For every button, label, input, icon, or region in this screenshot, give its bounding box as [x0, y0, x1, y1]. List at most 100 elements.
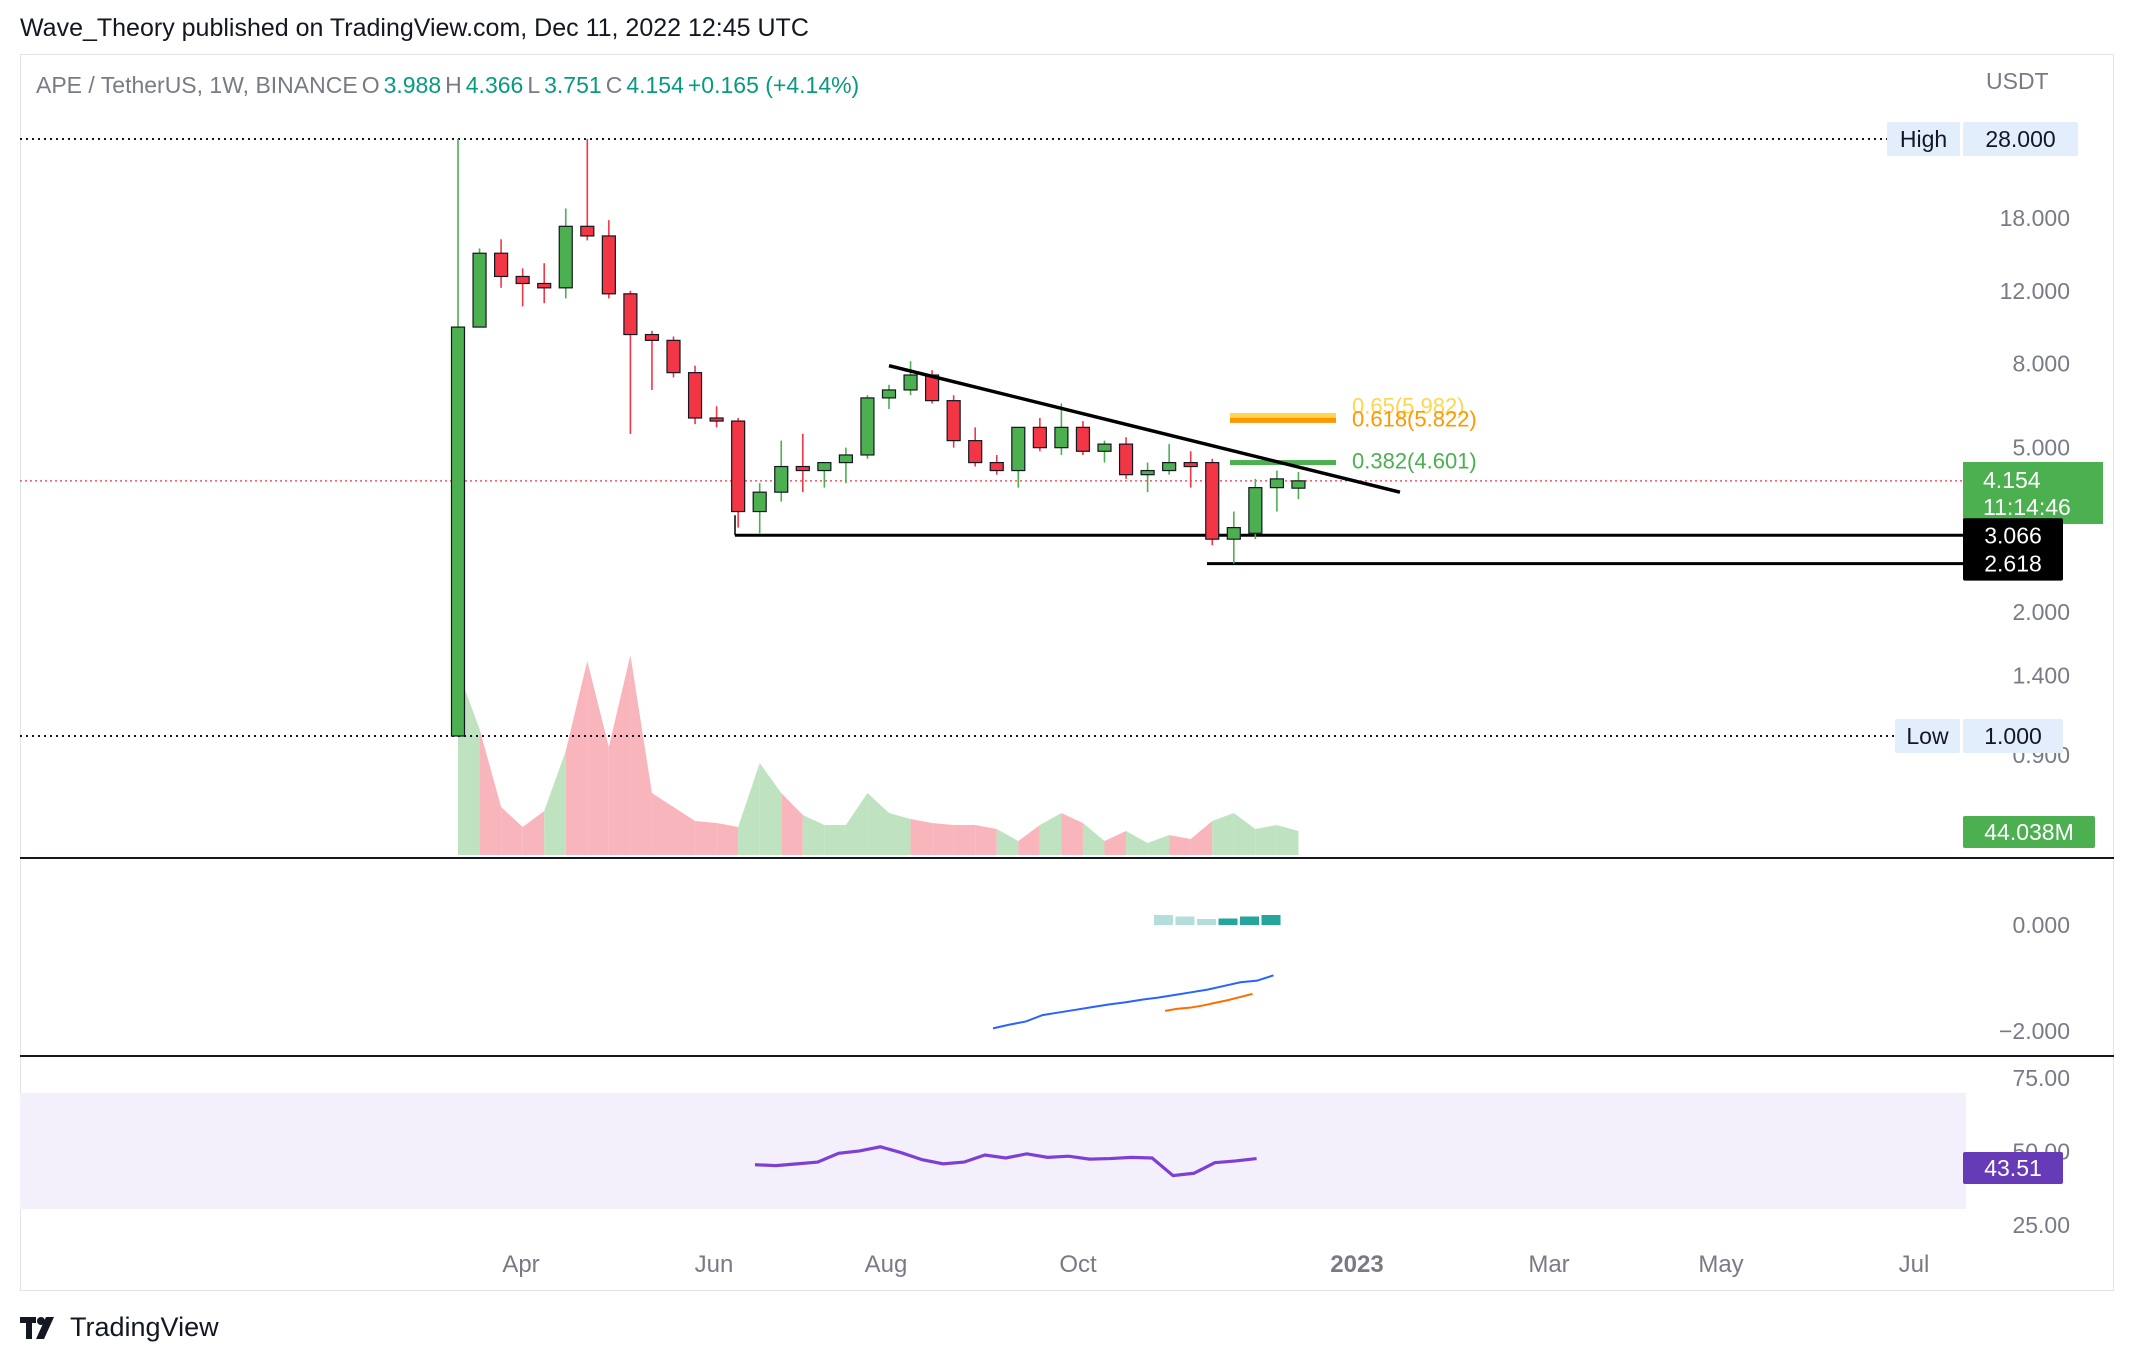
- volume-segment: [695, 821, 717, 855]
- volume-segment: [889, 813, 911, 855]
- macd-histogram-bar: [1218, 918, 1238, 925]
- price-tick-label: 1.400: [2012, 663, 2070, 689]
- last-price-countdown: 11:14:46: [1983, 494, 2071, 520]
- price-tick-label: 5.000: [2012, 435, 2070, 461]
- time-tick-label: Apr: [502, 1251, 539, 1278]
- low-badge-label-bg: [1895, 719, 1960, 753]
- volume-segment: [953, 825, 976, 855]
- candle-body: [494, 252, 509, 278]
- volume-segment: [1233, 813, 1256, 855]
- descending-trendline: [888, 364, 1401, 494]
- candle-body: [558, 225, 573, 289]
- macd-tick-label: −2.000: [1999, 1018, 2070, 1044]
- volume-segment: [1147, 835, 1170, 855]
- price-tick-label: 18.000: [2000, 205, 2070, 231]
- symbol-legend[interactable]: APE / TetherUS, 1W, BINANCE O 3.988 H 4.36…: [36, 72, 859, 99]
- last-price-value: 4.154: [1983, 467, 2041, 493]
- candle-body: [1075, 426, 1091, 452]
- fib-label: 0.65(5.982): [1352, 394, 1465, 419]
- rsi-badge: 43.51: [1984, 1155, 2042, 1181]
- signal-line: [1164, 992, 1253, 1012]
- volume-segment: [781, 793, 803, 855]
- high-badge-value: 28.000: [1985, 126, 2055, 152]
- macd-line: [992, 974, 1274, 1030]
- candle-body: [472, 252, 487, 328]
- time-tick-label: Oct: [1059, 1251, 1097, 1278]
- volume-segment: [867, 793, 889, 855]
- support-2-badge: 2.618: [1984, 551, 2042, 577]
- price-tick-label: 12.000: [2000, 278, 2070, 304]
- volume-segment: [738, 763, 760, 855]
- footer-brand: TradingView: [70, 1312, 219, 1342]
- candle-body: [1205, 461, 1220, 540]
- fib-line: [1230, 417, 1336, 423]
- macd-tick-label: 0.000: [2012, 912, 2070, 938]
- candle-body: [1140, 469, 1155, 476]
- candle-body: [903, 374, 918, 391]
- macd-histogram-bar: [1175, 916, 1195, 925]
- price-tick-label: 8.000: [2012, 350, 2070, 376]
- volume-segment: [544, 751, 566, 855]
- volume-segment: [1255, 825, 1277, 855]
- horizontal-levels: [20, 138, 1966, 737]
- fib-label: 0.382(4.601): [1352, 449, 1477, 474]
- volume-segment: [1018, 825, 1040, 855]
- candle-body: [752, 491, 767, 513]
- candle-body: [774, 465, 789, 493]
- low-badge-value: 1.000: [1984, 723, 2042, 749]
- volume-segment: [608, 655, 631, 855]
- candle-body: [666, 339, 681, 374]
- rsi-tick-label: 75.00: [2012, 1065, 2070, 1091]
- candle-body: [687, 372, 703, 419]
- high-label: H: [445, 72, 462, 98]
- high-value: 4.366: [465, 72, 524, 98]
- support-1-badge-bg: [1963, 518, 2063, 553]
- macd-pane: [992, 915, 1281, 1030]
- rsi-pane: [754, 1145, 1257, 1178]
- close-label: C: [605, 72, 623, 98]
- price-axis: USDT18.00012.0008.0005.0002.0001.4000.90…: [1986, 68, 2070, 1238]
- candle-body: [731, 420, 746, 513]
- high-badge-value-bg: [1963, 122, 2078, 156]
- high-badge-label: High: [1900, 126, 1947, 152]
- footer-logo[interactable]: TradingView: [20, 1312, 219, 1343]
- volume-segment: [501, 807, 523, 855]
- candle-body: [450, 326, 466, 737]
- publisher-line: Wave_Theory published on TradingView.com…: [20, 14, 809, 42]
- volume-segment: [1190, 821, 1213, 855]
- candle-body: [795, 465, 810, 472]
- volume-segment: [1039, 813, 1062, 855]
- candle-body: [1097, 443, 1112, 452]
- candle-body: [968, 440, 983, 464]
- volume-segment: [1082, 823, 1105, 855]
- volume-segment: [522, 811, 545, 855]
- candle-body: [1183, 461, 1198, 468]
- volume-segment: [932, 823, 954, 855]
- volume-segment: [975, 825, 997, 855]
- volume-segment: [565, 661, 588, 855]
- symbol-name[interactable]: APE / TetherUS, 1W, BINANCE: [36, 72, 358, 98]
- candle-body: [989, 461, 1004, 472]
- volume-segment: [824, 825, 846, 855]
- rsi-badge-bg: [1963, 1152, 2063, 1184]
- volume-segment: [651, 793, 674, 855]
- candle-body: [838, 454, 854, 464]
- volume-segment: [1212, 813, 1234, 855]
- chart-frame[interactable]: [20, 54, 2114, 1291]
- rsi-line: [754, 1145, 1257, 1178]
- volume-segment: [587, 661, 609, 855]
- last-price-badge-bg: [1963, 462, 2103, 524]
- volume-segment: [1104, 831, 1127, 855]
- tradingview-logo-icon: [20, 1316, 54, 1339]
- candle-body: [1162, 461, 1177, 472]
- macd-histogram-bar: [1240, 916, 1259, 925]
- low-value: 3.751: [544, 72, 602, 98]
- rsi-band: [20, 1093, 1966, 1209]
- low-badge-label: Low: [1906, 723, 1949, 749]
- candle-body: [537, 282, 552, 289]
- candle-body: [623, 293, 638, 336]
- macd-histogram-bar: [1154, 915, 1173, 925]
- candle-body: [1054, 426, 1069, 449]
- volume-segment: [1276, 825, 1299, 855]
